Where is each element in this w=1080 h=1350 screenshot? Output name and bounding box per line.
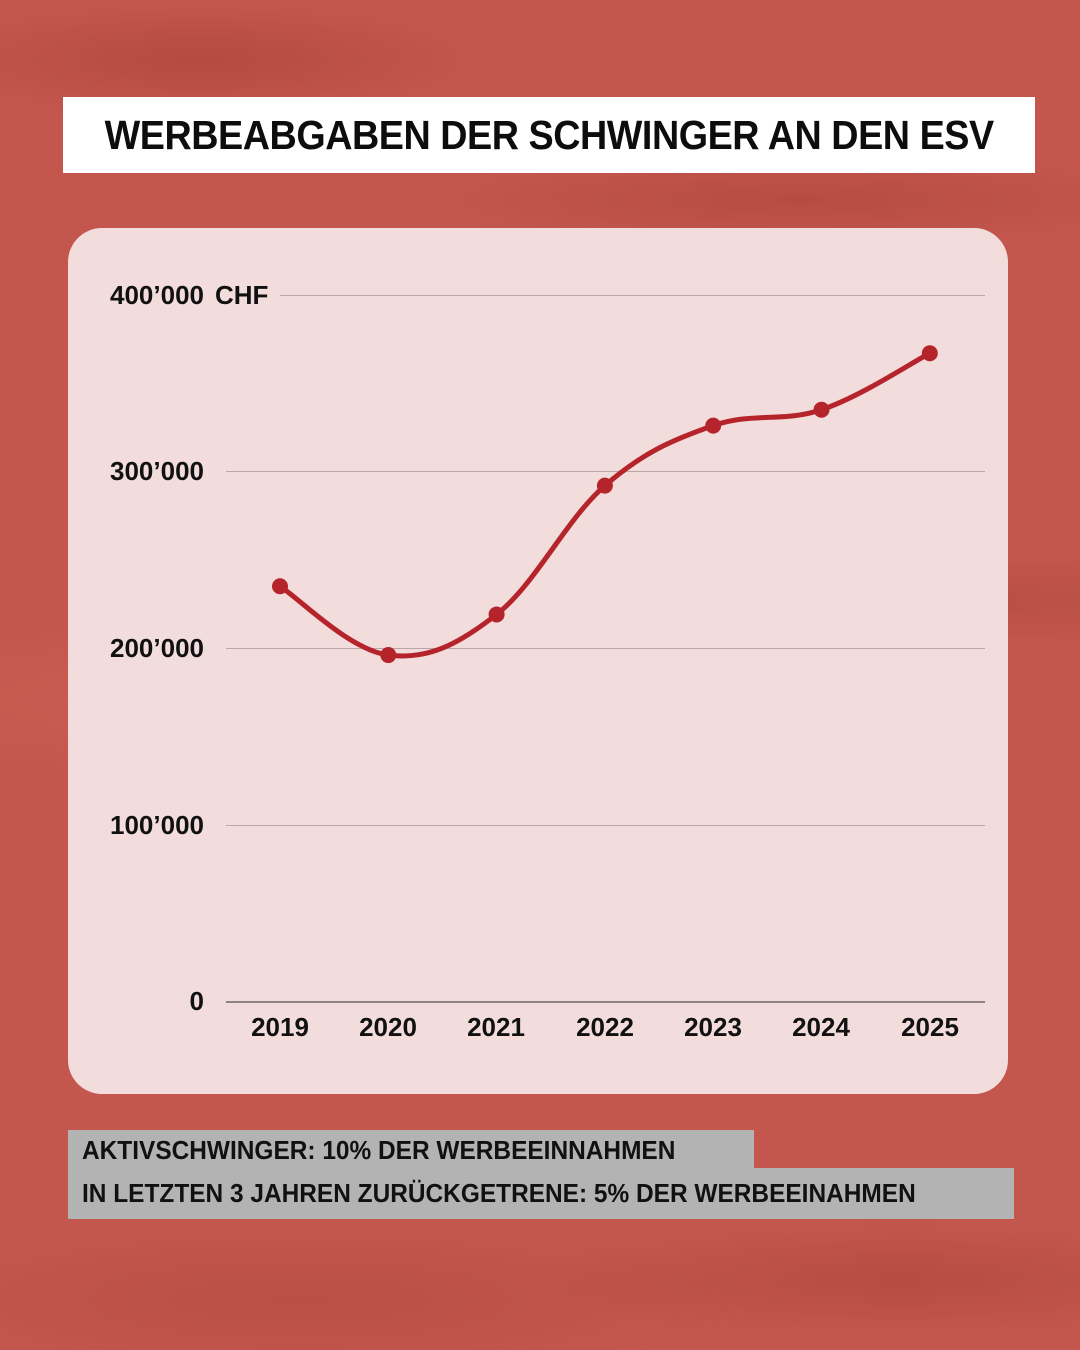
line-plot xyxy=(272,345,938,664)
chart-title: WERBEABGABEN DER SCHWINGER AN DEN ESV xyxy=(104,111,994,158)
note-retired-text: IN LETZTEN 3 JAHREN ZURÜCKGETRENE: 5% DE… xyxy=(82,1178,916,1208)
chart-panel: 400’000 CHF 300’000 200’000 100’000 0 20… xyxy=(68,228,1008,1094)
gridline-200000 xyxy=(226,648,985,649)
gridline-400000 xyxy=(280,295,985,296)
data-point-2020 xyxy=(380,647,397,664)
x-tick-2023: 2023 xyxy=(684,1012,742,1042)
y-tick-300000: 300’000 xyxy=(110,456,204,486)
data-point-2023 xyxy=(705,417,722,434)
x-tick-2024: 2024 xyxy=(792,1012,850,1042)
y-tick-400000: 400’000 xyxy=(110,280,204,310)
x-tick-2020: 2020 xyxy=(359,1012,417,1042)
series-line xyxy=(277,350,933,659)
x-tick-2025: 2025 xyxy=(901,1012,959,1042)
data-point-2025 xyxy=(921,345,938,362)
x-tick-2022: 2022 xyxy=(576,1012,634,1042)
gridline-100000 xyxy=(226,825,985,826)
title-banner: WERBEABGABEN DER SCHWINGER AN DEN ESV xyxy=(63,97,1035,173)
note-retired-wrestlers: IN LETZTEN 3 JAHREN ZURÜCKGETRENE: 5% DE… xyxy=(68,1168,1014,1219)
x-tick-2019: 2019 xyxy=(251,1012,309,1042)
y-tick-0: 0 xyxy=(189,986,204,1016)
y-tick-100000: 100’000 xyxy=(110,810,204,840)
y-axis-unit: CHF xyxy=(215,280,269,310)
gridline-300000 xyxy=(226,471,985,472)
data-point-2022 xyxy=(596,477,613,494)
data-point-2021 xyxy=(488,606,505,623)
data-point-2019 xyxy=(272,578,288,595)
note-active-text: AKTIVSCHWINGER: 10% DER WERBEEINNAHMEN xyxy=(82,1134,676,1165)
x-axis-baseline xyxy=(226,1001,985,1003)
x-tick-2021: 2021 xyxy=(467,1012,525,1042)
y-tick-200000: 200’000 xyxy=(110,633,204,663)
note-active-wrestlers: AKTIVSCHWINGER: 10% DER WERBEEINNAHMEN xyxy=(68,1130,754,1170)
data-point-2024 xyxy=(813,401,830,418)
data-point-markers xyxy=(272,345,938,664)
